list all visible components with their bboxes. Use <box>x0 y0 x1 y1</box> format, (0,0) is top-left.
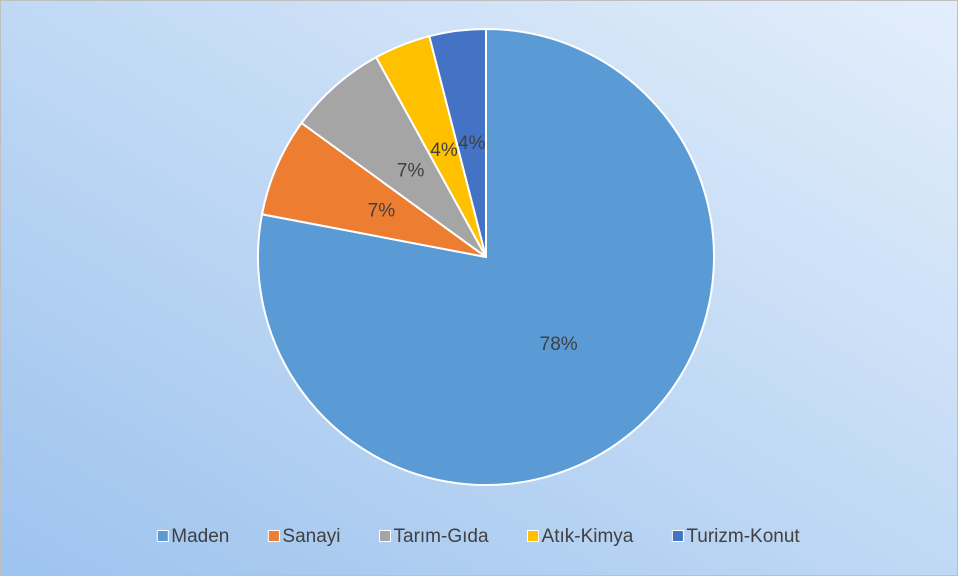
legend-label: Maden <box>171 526 229 547</box>
legend-swatch <box>527 530 540 542</box>
legend-swatch <box>671 530 684 542</box>
data-label: 78% <box>540 334 578 355</box>
slice <box>428 27 487 258</box>
legend-swatch <box>379 530 391 542</box>
legend-swatch <box>267 530 280 542</box>
legend-label: Atık-Kimya <box>542 526 634 547</box>
pie <box>257 27 715 486</box>
data-label: 4% <box>430 140 458 161</box>
data-label: 7% <box>397 161 425 182</box>
legend-swatch <box>156 530 169 542</box>
legend-label: Turizm-Konut <box>686 526 800 547</box>
legend-label: Tarım-Gıda <box>394 526 489 547</box>
legend: Maden Sanayi Tarım-Gıda Atık-Kimya Turizm-Ko… <box>156 526 800 547</box>
data-label: 7% <box>368 201 396 222</box>
legend-label: Sanayi <box>282 526 340 547</box>
data-label: 4% <box>458 133 486 154</box>
labels: 78%7%7%4% 4% <box>368 133 578 355</box>
